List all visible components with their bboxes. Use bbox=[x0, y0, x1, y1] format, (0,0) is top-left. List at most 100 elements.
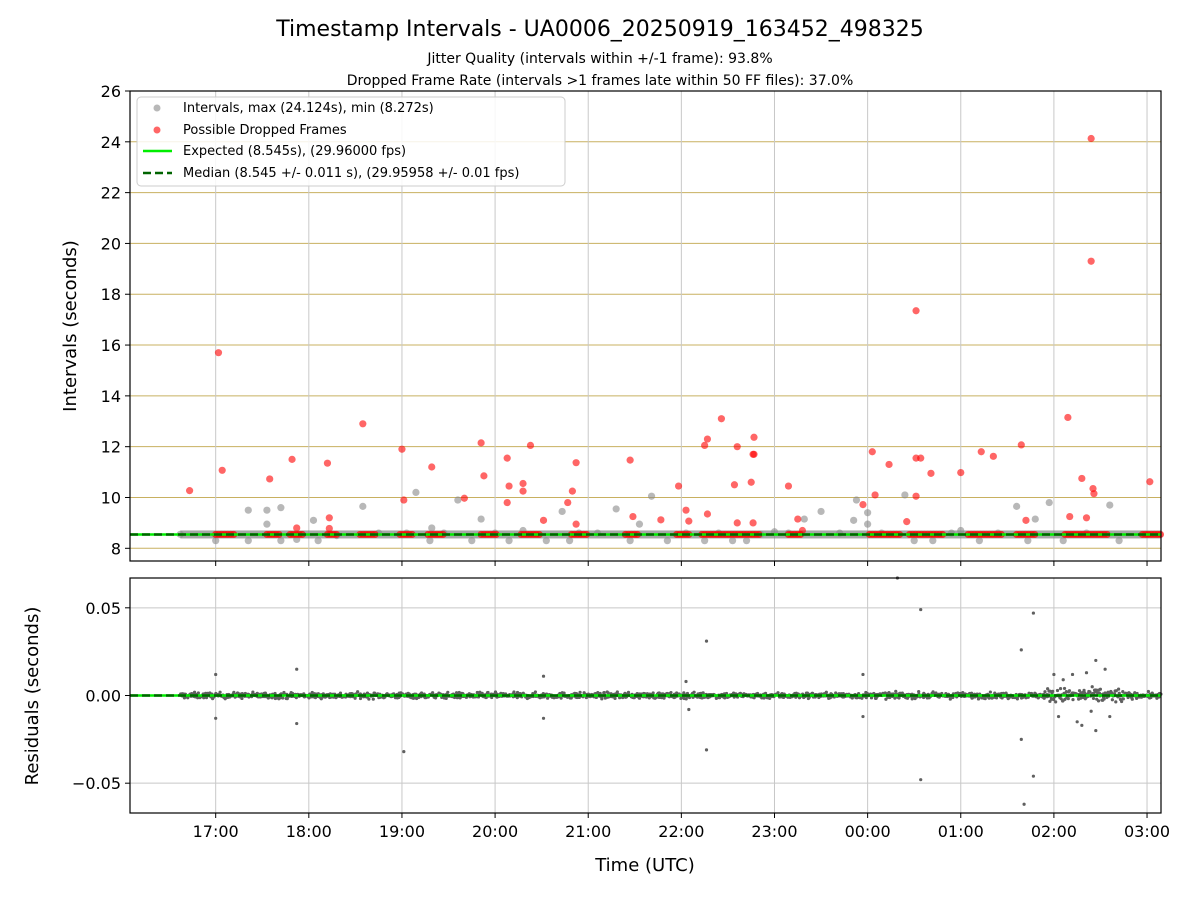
dropped-frame-point bbox=[903, 518, 911, 526]
residual-point bbox=[598, 691, 602, 696]
dropped-frame-point bbox=[674, 482, 683, 490]
residuals-panel: −0.05 0.00 0.05 17:00 18:00 19:00 20:00 21:00 22… bbox=[22, 576, 1170, 876]
residual-point bbox=[606, 691, 610, 695]
interval-point bbox=[1031, 515, 1039, 523]
residual-point bbox=[515, 696, 519, 700]
residual-outlier-point bbox=[1108, 714, 1112, 719]
dropped-frame-point bbox=[717, 415, 726, 423]
dropped-frame-point bbox=[460, 494, 468, 502]
interval-point bbox=[309, 516, 318, 524]
interval-point bbox=[975, 537, 983, 545]
interval-point bbox=[728, 537, 737, 545]
residual-outlier-point bbox=[295, 667, 299, 671]
residual-outlier-point bbox=[295, 721, 299, 726]
residual-point bbox=[893, 696, 897, 700]
dropped-frame-point bbox=[325, 514, 333, 522]
dropped-frame-point bbox=[505, 482, 513, 490]
interval-point bbox=[263, 520, 271, 528]
residual-outlier-point bbox=[1056, 714, 1061, 719]
interval-point bbox=[800, 515, 808, 523]
residuals-x-tick-label: 23:00 bbox=[751, 822, 797, 841]
residuals-x-tick-label: 17:00 bbox=[193, 822, 239, 841]
residual-outlier-point bbox=[1070, 672, 1075, 677]
dropped-frame-point bbox=[503, 498, 511, 507]
interval-point bbox=[864, 520, 872, 528]
interval-point bbox=[852, 496, 861, 504]
residual-point bbox=[824, 690, 828, 694]
chart-subtitle-jitter: Jitter Quality (intervals within +/-1 fr… bbox=[426, 51, 772, 67]
residual-outlier-point bbox=[684, 679, 688, 684]
dropped-frame-point bbox=[730, 481, 739, 489]
residual-point bbox=[637, 696, 642, 700]
dropped-frame-point bbox=[750, 433, 758, 441]
residual-point bbox=[446, 690, 450, 694]
interval-point bbox=[663, 537, 671, 545]
chart-subtitle-dropped: Dropped Frame Rate (intervals >1 frames … bbox=[347, 73, 854, 89]
residual-point bbox=[562, 691, 566, 695]
dropped-frame-point bbox=[214, 349, 223, 357]
legend-item-intervals: Intervals, max (24.124s), min (8.272s) bbox=[183, 101, 434, 116]
residual-outlier-point bbox=[1080, 723, 1084, 727]
residual-point bbox=[1043, 690, 1047, 694]
residual-point bbox=[358, 696, 363, 701]
interval-point bbox=[701, 537, 709, 545]
intervals-y-tick-label: 26 bbox=[101, 82, 121, 101]
residual-point bbox=[1096, 699, 1101, 703]
residual-outlier-point bbox=[1094, 658, 1098, 663]
residual-point bbox=[1088, 690, 1092, 694]
dropped-frame-point bbox=[325, 524, 333, 533]
interval-point bbox=[1059, 537, 1067, 545]
residual-point bbox=[615, 690, 619, 694]
dropped-frame-point bbox=[685, 517, 693, 525]
dropped-frame-point bbox=[859, 501, 867, 509]
dropped-frame-point bbox=[733, 443, 741, 451]
residual-point bbox=[860, 696, 864, 700]
dropped-frame-point bbox=[626, 456, 634, 464]
residual-point bbox=[1121, 697, 1125, 701]
residuals-ticks: −0.05 0.00 0.05 17:00 18:00 19:00 20:00 21:00 22… bbox=[72, 599, 1170, 841]
residual-point bbox=[1102, 697, 1106, 701]
residual-point bbox=[1058, 687, 1063, 691]
residual-point bbox=[1052, 697, 1056, 702]
dropped-frame-point bbox=[1078, 474, 1086, 483]
residual-point bbox=[578, 690, 582, 694]
residual-point bbox=[433, 696, 438, 700]
interval-point bbox=[468, 537, 476, 545]
residual-point bbox=[1116, 687, 1121, 691]
intervals-y-tick-label: 22 bbox=[101, 184, 121, 203]
residual-outlier-point bbox=[1052, 672, 1056, 677]
residual-point bbox=[948, 697, 952, 701]
dropped-frame-point bbox=[912, 307, 920, 315]
interval-point bbox=[635, 520, 644, 528]
dropped-frame-point bbox=[539, 516, 548, 524]
legend-item-median: Median (8.545 +/- 0.011 s), (29.95958 +/… bbox=[183, 166, 519, 181]
dropped-frame-point bbox=[989, 452, 997, 460]
residual-point bbox=[626, 690, 631, 694]
residual-outlier-point bbox=[861, 714, 865, 719]
dropped-frame-point bbox=[749, 519, 757, 527]
residual-outlier-point bbox=[1075, 720, 1079, 724]
interval-point bbox=[1013, 502, 1021, 510]
residual-point bbox=[613, 696, 617, 700]
residual-outlier-point bbox=[1031, 611, 1036, 615]
intervals-y-tick-label: 8 bbox=[111, 539, 121, 558]
dropped-frame-point bbox=[868, 448, 876, 456]
residual-outlier-point bbox=[1089, 709, 1093, 713]
residual-point bbox=[976, 697, 981, 701]
intervals-ticks: 8 10 12 14 16 18 20 22 24 26 bbox=[101, 82, 1148, 566]
residual-point bbox=[1110, 698, 1114, 702]
residual-point bbox=[196, 691, 200, 695]
residuals-x-tick-label: 18:00 bbox=[286, 822, 332, 841]
residuals-x-tick-label: 02:00 bbox=[1031, 822, 1077, 841]
dropped-frame-point bbox=[323, 459, 332, 467]
intervals-axes-frame bbox=[129, 90, 1162, 562]
dropped-frame-point bbox=[359, 420, 367, 428]
residual-point bbox=[486, 690, 490, 695]
residual-point bbox=[454, 691, 459, 695]
residual-point bbox=[905, 696, 910, 700]
dropped-frame-point bbox=[1066, 512, 1074, 521]
residual-point bbox=[1083, 691, 1087, 695]
residual-point bbox=[797, 696, 802, 700]
residuals-x-tick-label: 03:00 bbox=[1124, 822, 1170, 841]
